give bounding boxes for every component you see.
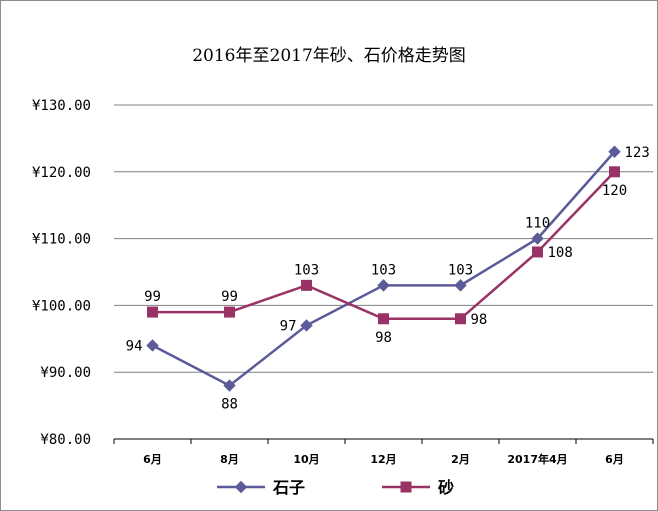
x-tick-label: 10月 [293,453,319,466]
data-point-marker [378,313,389,325]
x-tick-label: 12月 [370,453,396,466]
data-point-marker [454,279,467,292]
data-point-marker [223,379,236,392]
y-tick-label: ¥110.00 [32,232,91,248]
y-tick-label: ¥90.00 [40,365,91,381]
data-point-marker [234,480,248,494]
y-tick-label: ¥130.00 [32,98,91,114]
y-tick-label: ¥100.00 [32,298,91,314]
data-label: 103 [294,262,319,278]
y-tick-label: ¥80.00 [40,432,91,448]
series-sha [147,166,620,325]
legend-item: 砂 [382,478,454,497]
data-point-marker [531,232,544,245]
data-label: 108 [548,245,573,261]
data-label: 103 [371,262,396,278]
data-point-marker [532,246,543,258]
data-label: 120 [602,183,627,199]
data-point-marker [300,319,313,332]
data-point-marker [224,306,235,318]
series-lines [146,145,621,392]
axes [113,438,654,444]
data-point-marker [377,279,390,292]
x-axis-ticks: 6月 8月 10月 12月 2月 2017年4月 6月 [143,452,624,466]
data-label: 97 [280,318,297,334]
data-label: 98 [471,312,488,328]
data-label: 94 [126,338,143,354]
data-point-marker [455,313,466,325]
data-labels: 94 88 97 103 103 110 123 99 99 103 98 98 108 120 [126,145,650,413]
data-point-marker [608,145,621,158]
y-axis-ticks: ¥80.00 ¥90.00 ¥100.00 ¥110.00 ¥120.00 ¥130.00 [32,98,91,448]
data-point-marker [400,481,412,493]
x-tick-label: 2017年4月 [507,452,567,466]
legend: 石子 砂 [217,478,454,497]
chart-title: 2016年至2017年砂、石价格走势图 [192,46,466,66]
data-label: 99 [221,289,238,305]
y-tick-label: ¥120.00 [32,165,91,181]
series-shizi [146,145,621,392]
data-label: 123 [625,145,650,161]
data-point-marker [147,306,158,318]
legend-item: 石子 [217,478,305,497]
x-tick-label: 6月 [143,453,162,466]
data-point-marker [609,166,620,178]
data-label: 88 [221,397,238,413]
data-point-marker [301,279,312,291]
x-tick-label: 2月 [451,453,470,466]
legend-label: 石子 [272,478,305,497]
data-point-marker [146,339,159,352]
data-label: 98 [375,330,392,346]
data-label: 110 [525,216,550,232]
gridlines [114,104,653,373]
legend-label: 砂 [438,478,454,497]
data-label: 103 [448,262,473,278]
x-tick-label: 8月 [220,453,239,466]
data-label: 99 [144,289,161,305]
x-tick-label: 6月 [605,453,624,466]
